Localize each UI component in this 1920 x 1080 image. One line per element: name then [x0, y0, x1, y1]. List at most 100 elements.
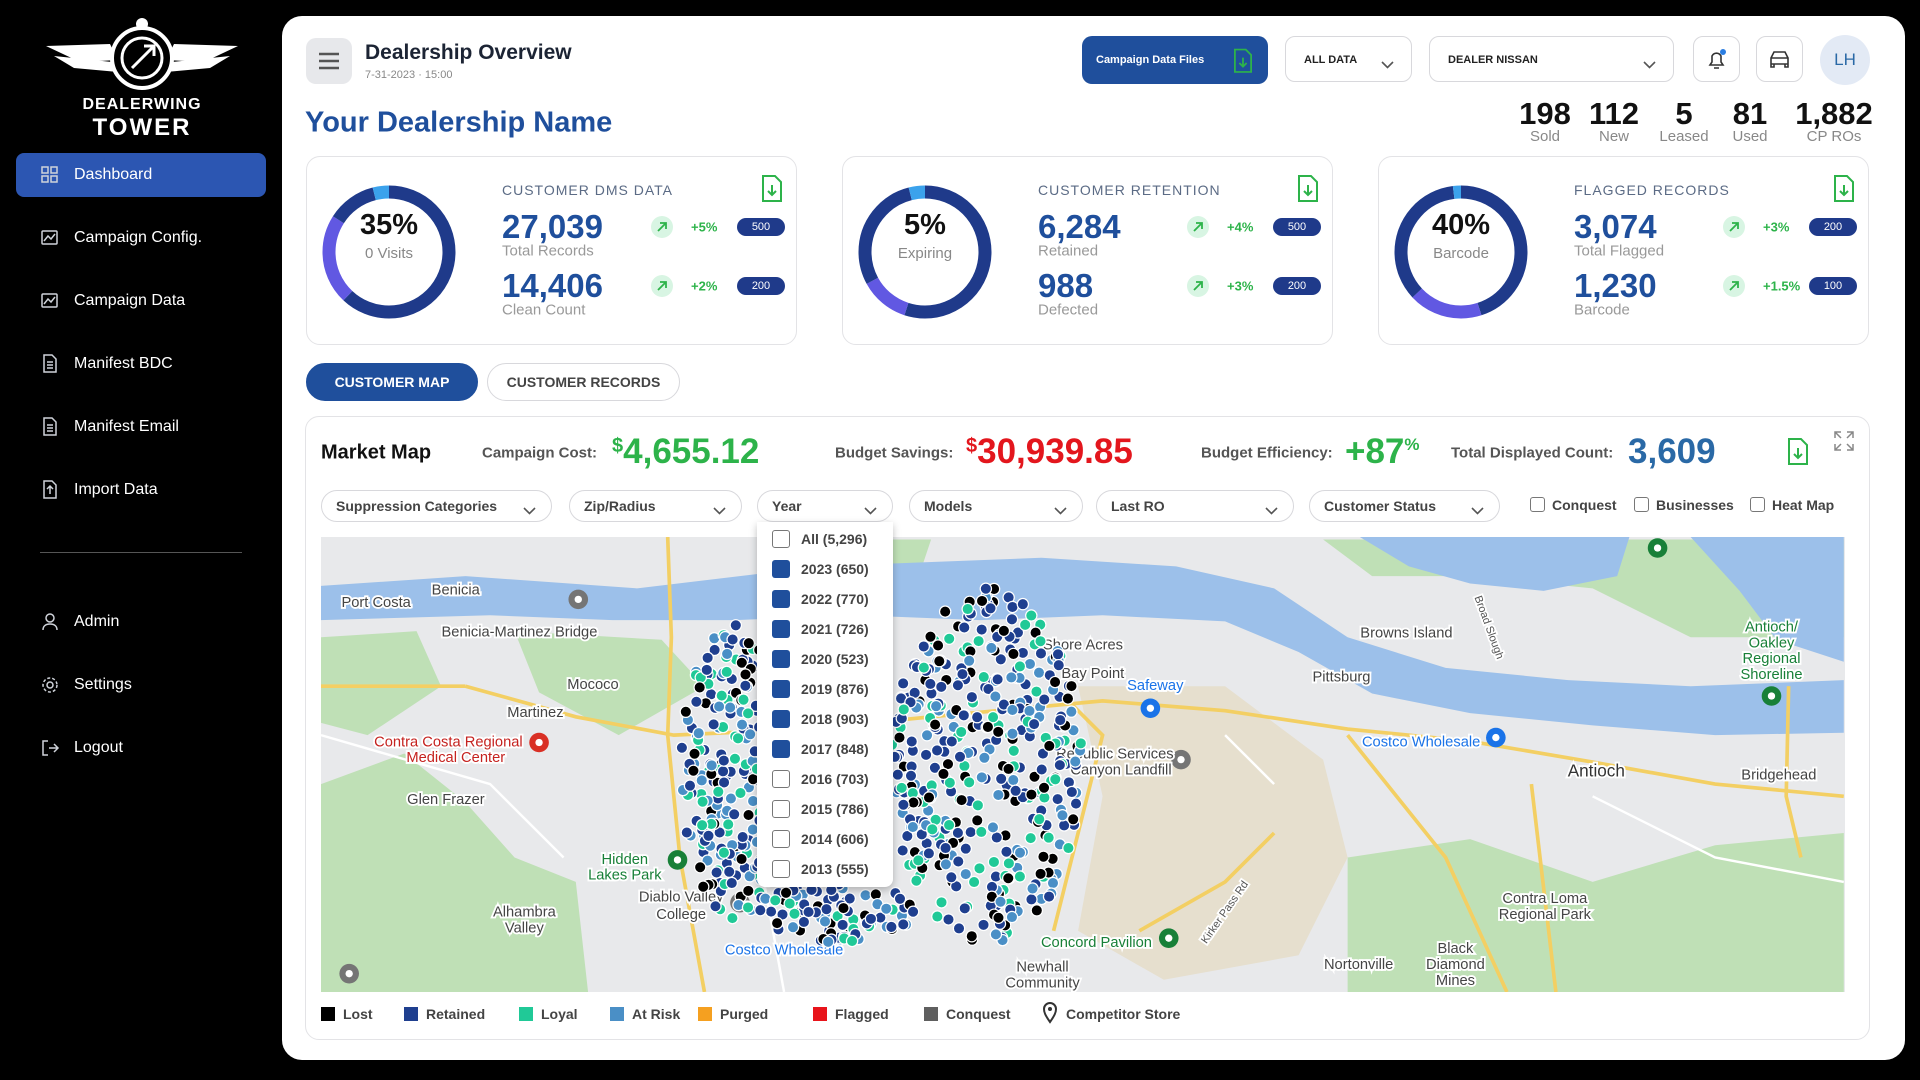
customer-dot	[1025, 609, 1038, 622]
place-label: Martinez	[507, 705, 563, 721]
filter-dropdown[interactable]: Last RO	[1096, 490, 1294, 522]
nav-item[interactable]: Manifest Email	[16, 405, 266, 449]
filter-dropdown[interactable]: Models	[909, 490, 1083, 522]
stat-label: Leased	[1659, 128, 1709, 145]
metric-amount: 30,939.85	[977, 432, 1133, 471]
customer-dot	[1023, 704, 1036, 718]
customer-dot	[1005, 910, 1019, 924]
map-pin-dot	[1177, 755, 1185, 764]
download-icon[interactable]	[1787, 438, 1809, 470]
customer-dot	[938, 605, 952, 618]
nav-item[interactable]: Manifest BDC	[16, 342, 266, 386]
expand-icon[interactable]	[1833, 430, 1855, 457]
year-checkbox[interactable]	[772, 530, 790, 548]
place-label: Port Costa	[341, 595, 411, 611]
nav-item[interactable]: Logout	[16, 726, 266, 770]
card-title: CUSTOMER DMS DATA	[502, 182, 674, 198]
avatar[interactable]: LH	[1820, 35, 1870, 85]
brand-name: DEALERWING	[82, 96, 202, 113]
checkbox[interactable]	[1634, 497, 1649, 512]
icon-shape	[50, 175, 58, 183]
year-checkbox[interactable]	[772, 650, 790, 668]
metric-value: 14,406	[502, 267, 603, 304]
vehicles[interactable]	[1756, 36, 1803, 82]
checkbox[interactable]	[1530, 497, 1545, 512]
dropdown[interactable]: ALL DATA	[1285, 36, 1412, 82]
checkbox[interactable]	[1750, 497, 1765, 512]
summary-card: 5% Expiring CUSTOMER RETENTION 6,284 Retaine…	[842, 156, 1333, 345]
customer-dot	[931, 639, 945, 652]
year-checkbox[interactable]	[772, 590, 790, 608]
year-checkbox[interactable]	[772, 680, 790, 698]
customer-dot	[1049, 773, 1062, 786]
metric-label: Defected	[1038, 301, 1099, 319]
year-checkbox[interactable]	[772, 620, 790, 638]
customer-dot	[958, 621, 971, 634]
badge-text: 200	[1287, 280, 1307, 292]
nav-item[interactable]: Dashboard	[16, 153, 266, 197]
legend-swatch	[610, 1007, 624, 1021]
customer-dot	[715, 689, 728, 702]
badge-text: 500	[751, 221, 771, 233]
tab[interactable]: CUSTOMER MAP	[306, 363, 478, 401]
customer-dot	[906, 905, 920, 919]
place-label: Pittsburg	[1313, 670, 1371, 686]
icon-shape	[42, 613, 58, 631]
year-checkbox[interactable]	[772, 770, 790, 788]
year-checkbox[interactable]	[772, 830, 790, 848]
year-checkbox[interactable]	[772, 740, 790, 758]
year-checkbox[interactable]	[772, 710, 790, 728]
filter-dropdown[interactable]: Customer Status	[1309, 490, 1500, 522]
customer-dot	[997, 624, 1011, 638]
icon-shape	[42, 740, 48, 756]
nav-item[interactable]: Campaign Config.	[16, 216, 266, 260]
menu-button[interactable]	[306, 38, 352, 84]
nav-item[interactable]: Settings	[16, 663, 266, 707]
customer-dot	[735, 656, 749, 669]
customer-dot	[1053, 758, 1067, 772]
year-checkbox[interactable]	[772, 800, 790, 818]
chevron	[1265, 502, 1278, 520]
badge: 200	[1809, 218, 1857, 236]
customer-dot	[720, 647, 734, 661]
customer-dot	[739, 668, 752, 681]
year-checkbox[interactable]	[772, 860, 790, 878]
map-pin-dot	[345, 969, 353, 978]
customer-dot	[987, 855, 1001, 869]
icon-shape	[864, 507, 877, 515]
button-label: Campaign Data Files	[1096, 54, 1205, 66]
customer-dot	[818, 915, 832, 928]
customer-dot	[1037, 850, 1050, 863]
dropdown[interactable]: DEALER NISSAN	[1429, 36, 1674, 82]
nav-item[interactable]: Campaign Data	[16, 279, 266, 323]
icon-shape	[1265, 507, 1278, 515]
customer-dot	[717, 776, 731, 789]
filter-dropdown[interactable]: Suppression Categories	[321, 490, 552, 522]
year-option: 2017 (848)	[801, 741, 869, 757]
notifications[interactable]	[1693, 36, 1740, 82]
customer-dot	[977, 918, 990, 932]
tab[interactable]: CUSTOMER RECORDS	[487, 363, 680, 401]
customer-dot	[937, 767, 950, 781]
nav-item[interactable]: Admin	[16, 600, 266, 644]
icon-shape	[1298, 175, 1318, 202]
filter-dropdown[interactable]: Year	[757, 490, 893, 522]
year-checkbox[interactable]	[772, 560, 790, 578]
icon-shape	[1394, 185, 1528, 319]
donut-value: 40%	[1431, 209, 1491, 241]
customer-dot	[971, 799, 985, 812]
checkbox-label: Conquest	[1552, 497, 1617, 513]
customer-dot	[859, 889, 872, 902]
badge-text: 200	[751, 280, 771, 292]
nav-item[interactable]: Import Data	[16, 468, 266, 512]
customer-dot	[994, 895, 1007, 908]
customer-dot	[992, 911, 1005, 924]
files-button[interactable]: Campaign Data Files	[1082, 36, 1268, 84]
customer-dot	[1034, 867, 1047, 881]
metric-amount: +87	[1345, 432, 1405, 471]
filter-dropdown[interactable]: Zip/Radius	[569, 490, 742, 522]
icon-shape	[46, 484, 54, 494]
chevron	[713, 502, 726, 520]
